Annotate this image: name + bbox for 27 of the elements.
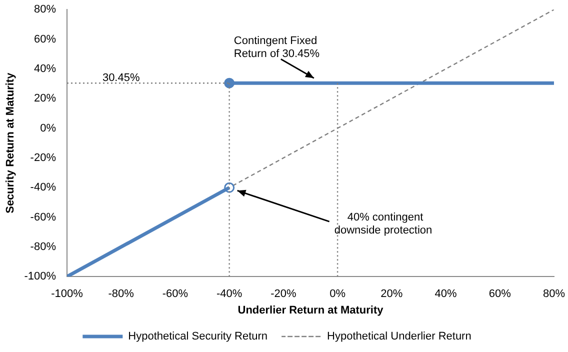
y-tick-label: 80% (34, 4, 56, 16)
x-tick-label: 60% (488, 288, 512, 300)
x-tick-label: -40% (216, 288, 242, 300)
legend-label: Hypothetical Underlier Return (327, 330, 472, 343)
legend-label: Hypothetical Security Return (128, 330, 268, 343)
y-tick-label: 40% (34, 62, 56, 75)
x-axis-title: Underlier Return at Maturity (238, 304, 384, 316)
x-tick-label: -60% (162, 288, 188, 300)
x-tick-label: 40% (434, 288, 457, 300)
x-tick-label: -100% (51, 288, 84, 300)
x-tick-label: -80% (108, 288, 134, 300)
y-tick-label: -60% (30, 211, 56, 224)
annotation: 40% contingent downside protection (334, 212, 432, 237)
y-tick-label: -40% (30, 182, 56, 194)
y-tick-label: -100% (24, 270, 56, 283)
y-tick-label: 60% (34, 33, 56, 46)
y-axis-title: Security Return at Maturity (4, 72, 17, 214)
annotation: Contingent Fixed Return of 30.45% (234, 35, 320, 60)
x-tick-label: 80% (542, 288, 566, 300)
x-tick-label: 20% (380, 288, 403, 300)
y-tick-label: -80% (30, 240, 56, 253)
y-tick-label: 0% (40, 122, 56, 134)
annotation: 30.45% (102, 72, 140, 84)
x-tick-label: -20% (270, 288, 296, 300)
x-tick-label: 0% (330, 288, 346, 300)
y-tick-label: -20% (30, 152, 56, 164)
y-tick-label: 20% (34, 92, 56, 105)
